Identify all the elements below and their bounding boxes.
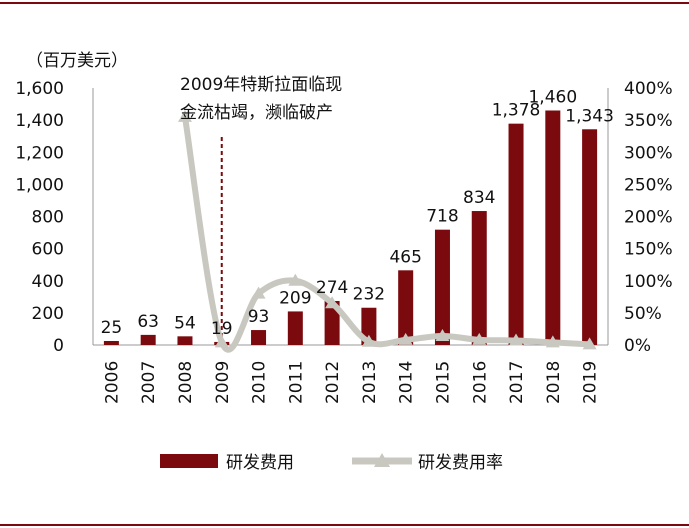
y-right-ticks: 0% 50% 100% 150% 200% 250% 300% 350% 400% xyxy=(624,79,673,356)
y-right-tick-label: 100% xyxy=(624,272,673,292)
ratio-point xyxy=(398,332,413,345)
ratio-point xyxy=(361,334,376,347)
data-label: 274 xyxy=(316,278,348,298)
x-tick-label: 2007 xyxy=(139,361,159,404)
ratio-line-group xyxy=(177,109,597,353)
data-label: 25 xyxy=(101,318,123,338)
legend-bar-label: 研发费用 xyxy=(226,453,294,473)
y-right-tick-label: 50% xyxy=(624,304,662,324)
y-left-tick-label: 1,600 xyxy=(15,79,64,99)
annotation-line-1: 2009年特斯拉面临现 xyxy=(180,75,342,95)
unit-label: （百万美元） xyxy=(26,51,128,71)
data-label: 1,378 xyxy=(492,101,541,121)
bar xyxy=(471,211,487,345)
bar xyxy=(545,110,561,345)
x-tick-label: 2014 xyxy=(397,361,417,404)
ratio-line xyxy=(182,116,590,353)
ratio-point xyxy=(325,296,340,309)
y-left-tick-label: 800 xyxy=(32,208,64,228)
y-right-tick-label: 250% xyxy=(624,175,673,195)
x-tick-label: 2012 xyxy=(323,361,343,404)
data-label: 54 xyxy=(174,313,196,333)
x-tick-label: 2019 xyxy=(581,361,601,404)
bar xyxy=(177,336,193,345)
bar xyxy=(251,330,267,345)
bar xyxy=(140,334,156,345)
y-right-tick-label: 300% xyxy=(624,143,673,163)
bar xyxy=(287,311,303,345)
legend-line-marker xyxy=(374,453,390,467)
annotation: 2009年特斯拉面临现 金流枯竭，濒临破产 xyxy=(180,75,342,123)
ratio-point xyxy=(251,286,266,299)
bar xyxy=(398,270,414,345)
y-left-tick-label: 1,200 xyxy=(15,143,64,163)
legend-line-label: 研发费用率 xyxy=(418,453,503,473)
bar xyxy=(103,340,119,345)
x-tick-label: 2013 xyxy=(360,361,380,404)
ratio-point xyxy=(214,335,229,348)
ratio-point xyxy=(435,329,450,342)
legend: 研发费用 研发费用率 xyxy=(160,453,503,473)
data-label: 1,460 xyxy=(528,87,577,107)
y-left-tick-label: 1,400 xyxy=(15,111,64,131)
data-label: 1,343 xyxy=(565,106,614,126)
bar xyxy=(324,300,340,345)
data-label: 232 xyxy=(353,285,385,305)
x-tick-label: 2011 xyxy=(286,361,306,404)
data-label: 93 xyxy=(248,307,270,327)
x-ticks: 2006 2007 2008 2009 2010 2011 2012 2013 2014 2015… xyxy=(102,361,600,404)
y-left-ticks: 0 200 400 600 800 1,000 1,200 1,400 1,600 xyxy=(15,79,64,356)
y-left-tick-label: 400 xyxy=(32,272,64,292)
bar xyxy=(434,229,450,345)
ratio-point xyxy=(582,337,597,350)
x-tick-label: 2017 xyxy=(507,361,527,404)
ratio-point xyxy=(509,333,524,346)
y-left-tick-label: 600 xyxy=(32,240,64,260)
data-label: 19 xyxy=(211,319,233,339)
data-label: 209 xyxy=(279,288,311,308)
data-label: 834 xyxy=(463,188,495,208)
ratio-point xyxy=(177,109,192,122)
ratio-point xyxy=(288,273,303,286)
y-right-tick-label: 400% xyxy=(624,79,673,99)
legend-bar-swatch xyxy=(160,454,218,468)
data-label: 465 xyxy=(389,247,421,267)
x-tick-label: 2018 xyxy=(544,361,564,404)
y-left-tick-label: 1,000 xyxy=(15,175,64,195)
ratio-point xyxy=(545,335,560,348)
bars xyxy=(103,110,598,345)
x-tick-label: 2015 xyxy=(433,361,453,404)
y-right-tick-label: 0% xyxy=(624,336,651,356)
y-right-tick-label: 200% xyxy=(624,208,673,228)
y-right-tick-label: 150% xyxy=(624,240,673,260)
y-left-tick-label: 200 xyxy=(32,304,64,324)
x-tick-label: 2006 xyxy=(102,361,122,404)
x-tick-label: 2009 xyxy=(213,361,233,404)
data-label: 718 xyxy=(426,207,458,227)
x-tick-label: 2008 xyxy=(176,361,196,404)
y-right-tick-label: 350% xyxy=(624,111,673,131)
x-tick-label: 2010 xyxy=(250,361,270,404)
y-left-tick-label: 0 xyxy=(53,336,64,356)
data-label: 63 xyxy=(137,312,159,332)
annotation-line-2: 金流枯竭，濒临破产 xyxy=(180,103,333,123)
ratio-point xyxy=(472,332,487,345)
bar xyxy=(582,129,598,345)
x-tick-label: 2016 xyxy=(470,361,490,404)
bar xyxy=(508,123,524,345)
